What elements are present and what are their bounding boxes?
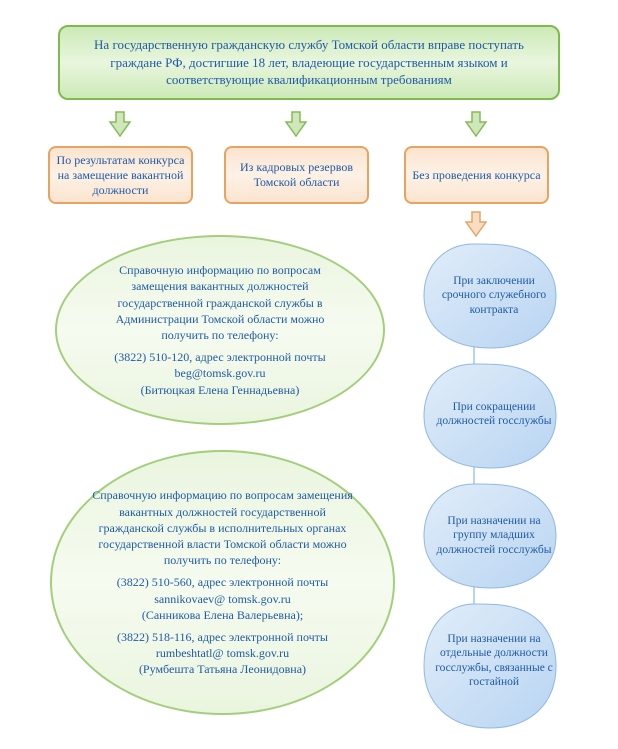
info-ellipse-2-text: Справочную информацию по вопросам замеще…	[90, 487, 356, 677]
case-label-3: При назначении на группу младших должнос…	[434, 514, 554, 557]
branch-box-1: По результатам конкурса на замещение вак…	[48, 146, 193, 204]
case-droplet-2: При сокращении должностей госслужбы	[416, 362, 564, 470]
arrow-down-2	[282, 110, 310, 138]
branch-box-2: Из кадровых резервов Томской области	[224, 146, 369, 204]
branch-label-3: Без проведения конкурса	[412, 168, 540, 183]
branch-box-3: Без проведения конкурса	[404, 146, 549, 204]
info-ellipse-2: Справочную информацию по вопросам замеще…	[50, 450, 395, 715]
arrow-down-3	[462, 110, 490, 138]
header-box: На государственную гражданскую службу То…	[58, 25, 560, 100]
case-droplet-1: При заключении срочного служебного контр…	[416, 242, 564, 350]
branch-label-2: Из кадровых резервов Томской области	[232, 160, 361, 190]
case-label-1: При заключении срочного служебного контр…	[434, 274, 554, 317]
case-label-4: При назначении на отдельные должности го…	[434, 632, 554, 690]
info-ellipse-1: Справочную информацию по вопросам замеще…	[55, 235, 385, 425]
info-ellipse-1-text: Справочную информацию по вопросам замеще…	[93, 262, 347, 398]
branch-label-1: По результатам конкурса на замещение вак…	[56, 153, 185, 198]
arrow-orange-down	[462, 210, 490, 238]
header-text: На государственную гражданскую службу То…	[76, 36, 542, 89]
case-droplet-3: При назначении на группу младших должнос…	[416, 482, 564, 590]
case-label-2: При сокращении должностей госслужбы	[434, 400, 554, 429]
arrow-down-1	[106, 110, 134, 138]
case-droplet-4: При назначении на отдельные должности го…	[416, 602, 564, 730]
